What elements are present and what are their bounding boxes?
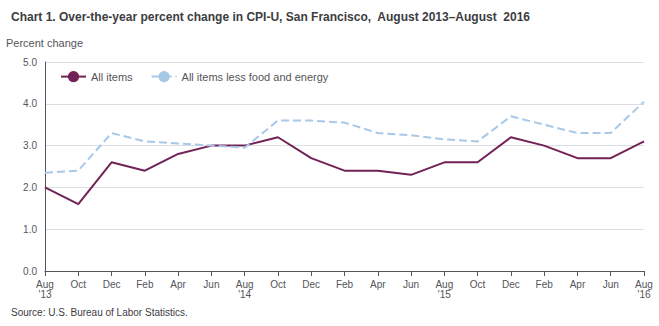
svg-text:'13: '13 [38,289,51,300]
svg-text:Jun: Jun [403,279,419,290]
svg-text:Percent change: Percent change [6,37,83,49]
svg-text:Feb: Feb [136,279,154,290]
svg-text:Oct: Oct [270,279,286,290]
svg-text:1.0: 1.0 [23,224,37,235]
svg-text:All items less food and energy: All items less food and energy [182,71,329,83]
svg-text:5.0: 5.0 [23,57,37,68]
svg-text:Chart 1. Over-the-year percent: Chart 1. Over-the-year percent change in… [11,10,530,24]
svg-text:Apr: Apr [370,279,386,290]
svg-text:2.0: 2.0 [23,182,37,193]
svg-text:Aug: Aug [36,278,54,290]
svg-text:Source: U.S. Bureau of Labor S: Source: U.S. Bureau of Labor Statistics. [11,307,188,318]
svg-text:Jun: Jun [603,279,619,290]
svg-text:Aug: Aug [235,278,254,290]
svg-text:Apr: Apr [170,279,186,290]
svg-text:Dec: Dec [302,279,320,290]
svg-text:4.0: 4.0 [23,98,37,109]
svg-text:Feb: Feb [536,279,554,290]
svg-text:Apr: Apr [570,279,586,290]
svg-text:Dec: Dec [502,279,520,290]
svg-text:Aug: Aug [635,278,653,290]
svg-text:Jun: Jun [203,279,219,290]
svg-text:Feb: Feb [336,279,354,290]
svg-text:Aug: Aug [435,278,454,290]
svg-text:All items: All items [91,71,133,83]
svg-text:'16: '16 [637,289,650,300]
svg-text:'14: '14 [238,289,251,300]
svg-text:Dec: Dec [103,279,121,290]
svg-text:Oct: Oct [70,279,86,290]
svg-text:0.0: 0.0 [23,266,37,277]
svg-text:Oct: Oct [470,279,486,290]
svg-text:'15: '15 [438,289,451,300]
svg-text:3.0: 3.0 [23,140,37,151]
